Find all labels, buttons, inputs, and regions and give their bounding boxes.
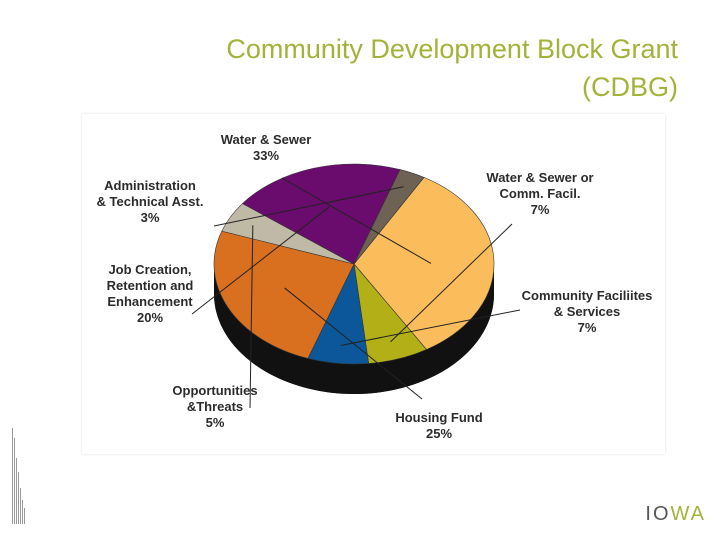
slice-label-6: & Technical Asst. bbox=[97, 194, 204, 209]
pie-side-2 bbox=[307, 358, 369, 394]
slice-pct-label-6: 3% bbox=[141, 210, 160, 225]
slice-label-0: Water & Sewer bbox=[221, 132, 312, 147]
leader-line-6 bbox=[213, 186, 404, 227]
leader-line-1 bbox=[390, 223, 513, 343]
slice-pct-label-2: 7% bbox=[578, 320, 597, 335]
pie-slice-6 bbox=[353, 169, 425, 265]
slide-title: Community Development Block Grant (CDBG) bbox=[226, 30, 678, 106]
pie-slices bbox=[213, 163, 495, 365]
slice-label-2: Community Faciliites bbox=[522, 288, 653, 303]
slice-label-4: &Threats bbox=[187, 399, 243, 414]
slice-label-5: Retention and bbox=[107, 278, 194, 293]
slice-label-4: Opportunities bbox=[172, 383, 257, 398]
iowa-logo: IOWA bbox=[645, 503, 706, 525]
title-line-1: Community Development Block Grant bbox=[226, 34, 678, 64]
pie-side-3 bbox=[214, 264, 308, 389]
slice-pct-label-0: 33% bbox=[253, 148, 279, 163]
title-line-2: (CDBG) bbox=[582, 72, 678, 102]
slice-label-5: Job Creation, bbox=[108, 262, 191, 277]
pie-slice-5 bbox=[241, 163, 401, 265]
slice-pct-label-1: 7% bbox=[531, 202, 550, 217]
slice-label-3: Housing Fund bbox=[395, 410, 482, 425]
slice-pct-label-3: 25% bbox=[426, 426, 452, 441]
leader-line-5 bbox=[191, 206, 331, 315]
pie-side-0 bbox=[426, 264, 495, 380]
pie-side-1 bbox=[368, 349, 427, 394]
leader-line-0 bbox=[281, 177, 432, 264]
leader-line-4 bbox=[249, 225, 254, 409]
slice-label-6: Administration bbox=[104, 178, 196, 193]
pie-slice-0 bbox=[353, 177, 495, 350]
slice-pct-label-4: 5% bbox=[206, 415, 225, 430]
slice-label-1: Water & Sewer or bbox=[486, 170, 593, 185]
slice-label-1: Comm. Facil. bbox=[500, 186, 581, 201]
leader-line-2 bbox=[340, 309, 521, 346]
decorative-stripes bbox=[12, 428, 25, 524]
slice-label-5: Enhancement bbox=[107, 294, 193, 309]
leader-line-3 bbox=[284, 287, 423, 400]
pie-leader-lines bbox=[191, 177, 521, 409]
chart-frame: Water & Sewer 33% Water & Sewer or Comm. Fa… bbox=[82, 114, 665, 454]
pie-slice-3 bbox=[213, 230, 355, 359]
slice-label-2: & Services bbox=[554, 304, 621, 319]
slice-pct-label-5: 20% bbox=[137, 310, 163, 325]
